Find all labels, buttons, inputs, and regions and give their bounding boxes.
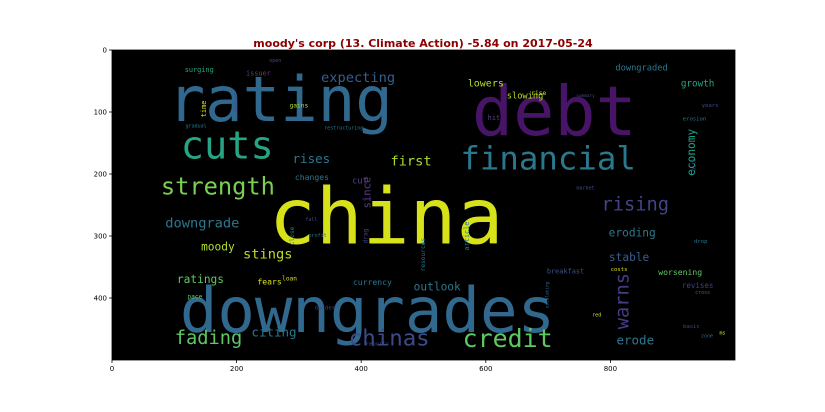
word-stings: stings [243,247,292,263]
word-changes: changes [295,172,329,182]
word-gradual: gradual [186,123,207,129]
axes-frame [111,49,736,361]
word-erosion: erosion [683,116,707,122]
word-restructuring: restructuring [324,126,363,132]
word-rises: rises [293,151,331,166]
word-profit: profit [309,233,327,239]
word-first: first [390,154,431,170]
word-ms: ms [720,330,726,336]
word-cut: cut [352,176,368,186]
x-tick-label: 200 [230,365,243,373]
word-financial: financial [460,140,636,178]
x-tick-label: 0 [110,365,114,373]
word-cross: cross [695,290,710,296]
word-warns: warns [612,273,633,329]
word-expecting: expecting [321,70,395,86]
word-close: close [289,226,296,245]
word-issuer: issuer [246,70,271,78]
word-slowing: slowing [507,92,544,102]
word-loan: loan [282,275,297,282]
word-costs: costs [611,267,628,273]
word-worsening: worsening [658,267,702,277]
word-red: red [592,312,601,318]
word-basic: basic [683,324,700,330]
word-border: border [315,306,336,312]
word-ratings: ratings [177,273,224,286]
x-tick-label: 600 [479,365,492,373]
word-debt: debt [472,72,637,152]
word-eroding: eroding [609,226,656,239]
word-outlook: outlook [414,280,461,293]
word-growth: growth [681,79,715,90]
word-china: china [269,172,503,262]
word-article: article [463,221,471,250]
word-cuts: cuts [181,124,274,169]
word-layer: china debt rating downgrades cuts financial st… [161,58,726,353]
word-zone: zone [701,333,713,339]
word-currency: currency [353,277,392,287]
word-years: years [702,103,719,109]
word-downgrade: downgrade [165,216,239,232]
word-moody: moody [201,241,235,254]
y-tick-label: 300 [94,233,107,241]
word-reports: reports [366,342,390,348]
word-surging: surging [185,66,214,74]
word-fall: fall [305,217,317,223]
word-fading: fading [175,328,243,349]
word-chinas: chinas [349,325,430,351]
word-strength: strength [161,172,275,200]
word-rising: rising [602,195,670,216]
word-lowers: lowers [468,79,504,90]
word-tension: tension [233,93,239,112]
word-economy: economy [685,128,698,175]
word-citing: citing [251,325,296,340]
x-tick-label: 400 [355,365,368,373]
axes: 0 200 400 600 800 0 100 200 300 400 [94,47,736,373]
word-open: open [269,58,281,64]
y-tick-label: 200 [94,171,107,179]
word-time: time [200,101,208,118]
word-hit: hit [488,114,500,122]
y-tick-label: 0 [103,47,107,55]
word-escalating: escalating [545,281,551,308]
word-market: market [576,185,594,191]
word-rating: rating [168,63,393,136]
word-erode: erode [616,333,654,348]
word-summary: summary [576,94,595,99]
word-drop: drop [694,239,708,245]
chart-title: moody's corp (13. Climate Action) -5.84 … [253,37,593,50]
y-tick-label: 100 [94,109,107,117]
word-fears: fears [257,276,281,286]
word-stable: stable [609,251,650,264]
word-downgraded: downgraded [615,64,667,74]
x-tick-label: 800 [604,365,617,373]
plot-area [112,50,735,360]
word-downgrades: downgrades [180,274,555,347]
word-drag: drag [363,228,370,243]
word-resources: resources [420,238,427,272]
word-rise: rise [531,90,546,97]
word-revises: revises [682,281,714,290]
word-gains: gains [290,102,309,109]
word-bite: bite [692,159,698,171]
word-credit: credit [463,324,553,353]
word-pace: pace [187,293,202,300]
word-since: since [361,177,373,209]
word-breakfast: breakfast [547,267,584,275]
y-tick-label: 400 [94,295,107,303]
